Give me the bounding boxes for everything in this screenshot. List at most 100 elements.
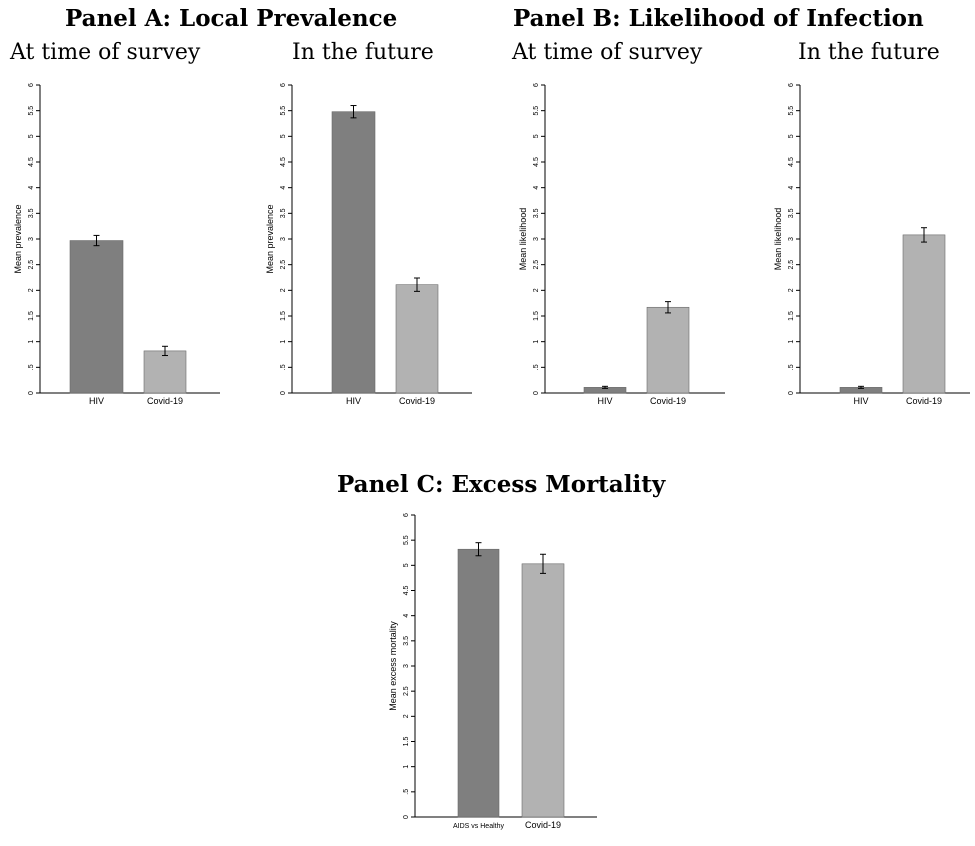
y-tick-label: 1.5 xyxy=(280,311,287,321)
y-tick-label: 6 xyxy=(280,83,287,87)
y-tick-label: 3.5 xyxy=(403,636,410,646)
chart-excess-mortality: 0 .5 1 1.5 2 2.5 3 3.5 4 4.5 5 5.5 6 Mean excess mort… xyxy=(385,505,615,845)
y-tick-label: .5 xyxy=(403,789,410,795)
y-tick-label: 2.5 xyxy=(403,686,410,696)
y-tick-label: 5 xyxy=(28,134,35,138)
y-tick-label: .5 xyxy=(533,364,540,370)
x-category-label: HIV xyxy=(89,396,104,406)
x-category-label: Covid-19 xyxy=(906,396,942,406)
y-tick-label: 5 xyxy=(403,563,410,567)
y-tick-label: 3 xyxy=(280,237,287,241)
x-category-label: HIV xyxy=(597,396,612,406)
chart-prevalence-future: 0 .5 1 1.5 2 2.5 3 3.5 4 4.5 5 5.5 6 Mean prevalence H… xyxy=(262,75,492,415)
y-tick-label: 2 xyxy=(403,714,410,718)
y-tick-label: 0 xyxy=(28,391,35,395)
bar-covid-19 xyxy=(522,564,564,817)
panel-b-subtitle-survey: At time of survey xyxy=(512,40,702,65)
panel-b-title: Panel B: Likelihood of Infection xyxy=(513,5,924,32)
chart-likelihood-future: 0 .5 1 1.5 2 2.5 3 3.5 4 4.5 5 5.5 6 Mean likelihood H… xyxy=(770,75,970,415)
chart-prevalence-survey: 0 .5 1 1.5 2 2.5 3 3.5 4 4.5 5 5.5 6 Mean prevalence H… xyxy=(10,75,240,415)
y-tick-label: 1.5 xyxy=(403,737,410,747)
y-tick-label: 5.5 xyxy=(533,106,540,116)
y-tick-label: .5 xyxy=(280,364,287,370)
y-tick-label: 2 xyxy=(28,288,35,292)
y-tick-label: 0 xyxy=(280,391,287,395)
y-axis-label: Mean prevalence xyxy=(265,204,275,273)
y-tick-label: 1.5 xyxy=(533,311,540,321)
y-tick-label: 3 xyxy=(788,237,795,241)
y-tick-label: 2 xyxy=(280,288,287,292)
y-tick-label: 4.5 xyxy=(28,157,35,167)
y-tick-label: 5.5 xyxy=(28,106,35,116)
bar-covid-19 xyxy=(647,307,689,393)
y-tick-label: 0 xyxy=(533,391,540,395)
y-tick-label: 3 xyxy=(28,237,35,241)
y-tick-label: 3.5 xyxy=(788,208,795,218)
y-tick-label: 3 xyxy=(403,664,410,668)
x-category-label: AIDS vs Healthy xyxy=(453,823,504,830)
y-tick-label: 1 xyxy=(788,340,795,344)
y-tick-label: 6 xyxy=(403,513,410,517)
bar-covid-19 xyxy=(396,285,438,393)
y-tick-label: 2.5 xyxy=(533,260,540,270)
y-tick-label: 1.5 xyxy=(788,311,795,321)
y-tick-label: 3.5 xyxy=(533,208,540,218)
y-tick-label: 4.5 xyxy=(788,157,795,167)
bar-covid-19 xyxy=(903,235,945,393)
y-tick-label: 4 xyxy=(788,186,795,190)
y-tick-label: 0 xyxy=(788,391,795,395)
y-tick-label: 2.5 xyxy=(788,260,795,270)
y-tick-label: 4 xyxy=(403,614,410,618)
y-tick-label: 3.5 xyxy=(280,208,287,218)
y-tick-label: 5.5 xyxy=(788,106,795,116)
y-axis-label: Mean likelihood xyxy=(773,208,783,271)
x-category-label: Covid-19 xyxy=(650,396,686,406)
panel-a-subtitle-survey: At time of survey xyxy=(10,40,200,65)
y-tick-label: 1 xyxy=(28,340,35,344)
y-tick-label: 4.5 xyxy=(533,157,540,167)
panel-c-title: Panel C: Excess Mortality xyxy=(337,471,665,498)
y-tick-label: 1 xyxy=(280,340,287,344)
bar-covid-19 xyxy=(144,351,186,393)
y-tick-label: 4.5 xyxy=(403,586,410,596)
panel-a-subtitle-future: In the future xyxy=(292,40,434,65)
x-category-label: Covid-19 xyxy=(399,396,435,406)
y-tick-label: 2 xyxy=(788,288,795,292)
y-tick-label: .5 xyxy=(788,364,795,370)
y-tick-label: 5 xyxy=(533,134,540,138)
y-tick-label: 0 xyxy=(403,815,410,819)
y-tick-label: 2.5 xyxy=(280,260,287,270)
y-axis-label: Mean excess mortality xyxy=(388,621,398,711)
y-tick-label: 6 xyxy=(788,83,795,87)
y-tick-label: 4 xyxy=(280,186,287,190)
y-tick-label: 1 xyxy=(533,340,540,344)
y-axis-label: Mean likelihood xyxy=(518,208,528,271)
y-tick-label: 1.5 xyxy=(28,311,35,321)
y-tick-label: 5.5 xyxy=(403,535,410,545)
y-tick-label: 2 xyxy=(533,288,540,292)
y-tick-label: .5 xyxy=(28,364,35,370)
x-category-label: Covid-19 xyxy=(147,396,183,406)
x-category-label: Covid-19 xyxy=(525,820,561,830)
y-tick-label: 5 xyxy=(280,134,287,138)
y-tick-label: 5.5 xyxy=(280,106,287,116)
panel-b-subtitle-future: In the future xyxy=(798,40,940,65)
panel-a-title: Panel A: Local Prevalence xyxy=(65,5,397,32)
x-category-label: HIV xyxy=(346,396,361,406)
chart-likelihood-survey: 0 .5 1 1.5 2 2.5 3 3.5 4 4.5 5 5.5 6 Mean likelihood H… xyxy=(515,75,745,415)
y-tick-label: 2.5 xyxy=(28,260,35,270)
bar-hiv xyxy=(332,112,375,393)
bar-aids-vs-healthy xyxy=(458,549,499,817)
y-tick-label: 3.5 xyxy=(28,208,35,218)
y-tick-label: 6 xyxy=(28,83,35,87)
bar-hiv xyxy=(70,241,123,393)
y-tick-label: 3 xyxy=(533,237,540,241)
y-tick-label: 4.5 xyxy=(280,157,287,167)
y-tick-label: 4 xyxy=(28,186,35,190)
x-category-label: HIV xyxy=(853,396,868,406)
y-tick-label: 1 xyxy=(403,765,410,769)
y-tick-label: 5 xyxy=(788,134,795,138)
y-axis-label: Mean prevalence xyxy=(13,204,23,273)
y-tick-label: 6 xyxy=(533,83,540,87)
y-tick-label: 4 xyxy=(533,186,540,190)
